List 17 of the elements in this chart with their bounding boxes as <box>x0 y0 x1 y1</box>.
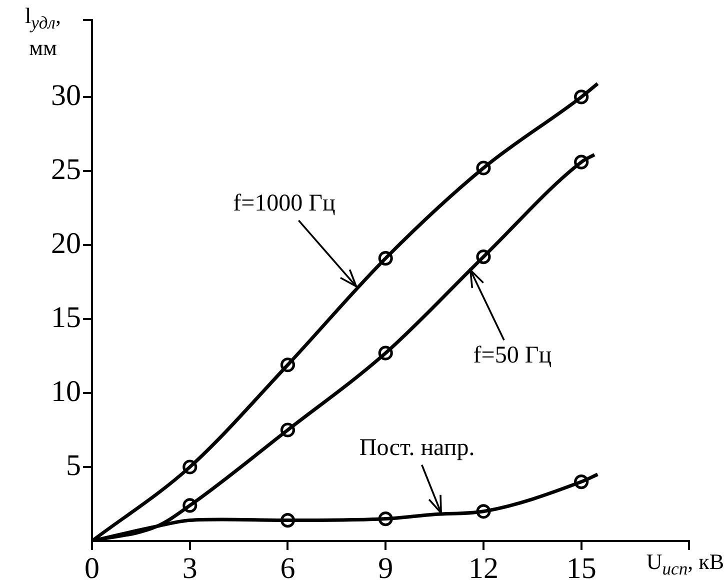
y-tick-label: 10 <box>51 374 81 408</box>
x-tick-label: 15 <box>566 552 596 585</box>
y-tick-label: 25 <box>51 152 81 186</box>
x-tick-label: 9 <box>378 552 394 585</box>
y-tick-label: 30 <box>51 78 81 112</box>
x-tick-label: 3 <box>182 552 198 585</box>
annotation: f=1000 Гц <box>233 190 336 217</box>
x-axis-title: U$_{исп}$, кВ <box>646 548 724 580</box>
y-tick-label: 15 <box>51 300 81 334</box>
y-axis-title: l$_{удл}$, мм <box>24 2 62 62</box>
x-tick-label: 6 <box>280 552 296 585</box>
y-tick-label: 20 <box>51 226 81 260</box>
annotation: Пост. напр. <box>359 435 475 462</box>
annotation: f=50 Гц <box>473 342 552 368</box>
x-tick-label: 12 <box>468 552 498 585</box>
x-tick-label: 0 <box>84 552 100 585</box>
y-tick-label: 5 <box>66 448 81 482</box>
